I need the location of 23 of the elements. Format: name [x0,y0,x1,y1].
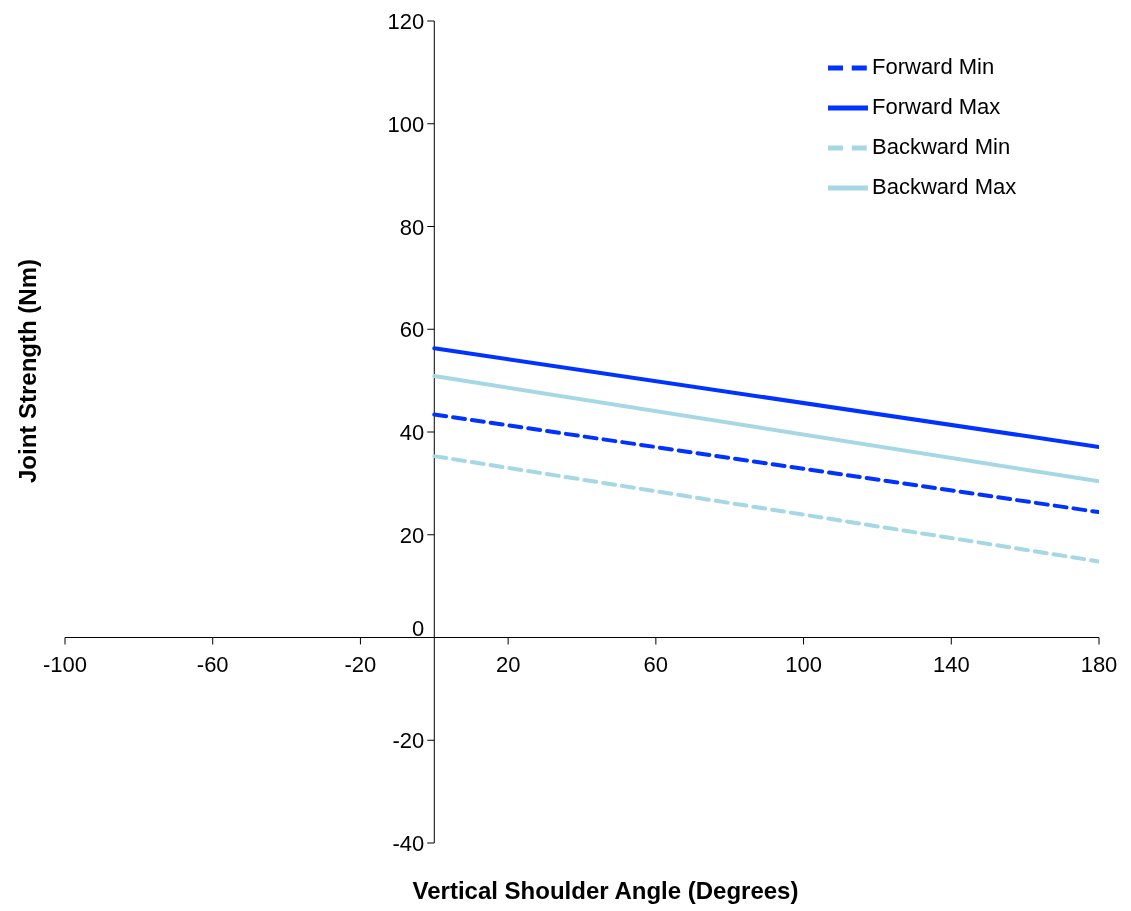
y-tick-label: 100 [387,111,425,137]
y-tick-label: 20 [399,522,425,548]
x-tick-label: 140 [932,651,970,677]
x-tick-label: 60 [643,651,669,677]
y-tick-label: 40 [399,420,425,445]
x-tick-label: 180 [1080,651,1118,677]
x-tick-label: 100 [785,651,822,677]
y-tick-label: 120 [387,9,425,34]
legend-label: Forward Max [872,93,1001,119]
y-axis-title: Joint Strength (Nm) [14,258,42,483]
x-tick-label: -100 [42,651,88,677]
legend-label: Backward Max [872,173,1017,199]
legend-label: Forward Min [872,53,995,79]
y-tick-label: 80 [399,214,425,240]
y-tick-label: -40 [392,831,425,856]
x-axis-title: Vertical Shoulder Angle (Degrees) [411,877,800,905]
y-tick-label: 0 [412,615,425,641]
y-tick-label: -20 [392,728,425,754]
x-tick-label: -60 [196,651,229,677]
x-tick-label: -20 [344,651,377,677]
x-tick-label: 20 [495,651,521,677]
y-tick-label: 60 [399,317,425,343]
legend-label: Backward Min [872,133,1011,159]
